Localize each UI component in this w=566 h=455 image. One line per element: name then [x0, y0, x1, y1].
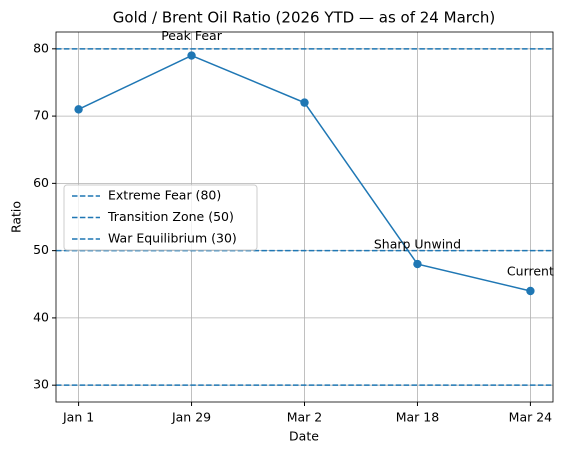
data-point [300, 98, 309, 107]
x-tick-label: Jan 29 [171, 410, 211, 425]
legend-label: Extreme Fear (80) [108, 188, 221, 203]
chart-title: Gold / Brent Oil Ratio (2026 YTD — as of… [113, 9, 495, 27]
legend-label: Transition Zone (50) [107, 209, 234, 224]
y-tick-label: 80 [33, 40, 49, 55]
y-tick-label: 60 [33, 175, 49, 190]
data-point [187, 51, 196, 60]
x-tick-label: Mar 18 [396, 410, 440, 425]
legend: Extreme Fear (80) Transition Zone (50) War… [63, 184, 258, 251]
x-tick-label: Mar 2 [287, 410, 323, 425]
data-point [74, 105, 83, 114]
plot-frame [55, 31, 554, 403]
y-tick-label: 70 [33, 108, 49, 123]
data-point [413, 259, 422, 269]
legend-label: War Equilibrium (30) [108, 231, 237, 246]
y-tick-label: 30 [33, 377, 49, 392]
annotation: Current [507, 264, 554, 279]
annotation: Peak Fear [161, 28, 223, 43]
annotation: Sharp Unwind [374, 237, 461, 252]
y-tick-label: 40 [33, 309, 49, 324]
data-point [526, 286, 535, 296]
x-tick-label: Mar 24 [509, 410, 553, 425]
x-axis-label: Date [289, 429, 319, 444]
y-axis-label: Ratio [9, 201, 24, 233]
y-tick-label: 50 [33, 242, 49, 257]
x-tick-label: Jan 1 [62, 410, 94, 425]
legend-box [63, 184, 258, 251]
